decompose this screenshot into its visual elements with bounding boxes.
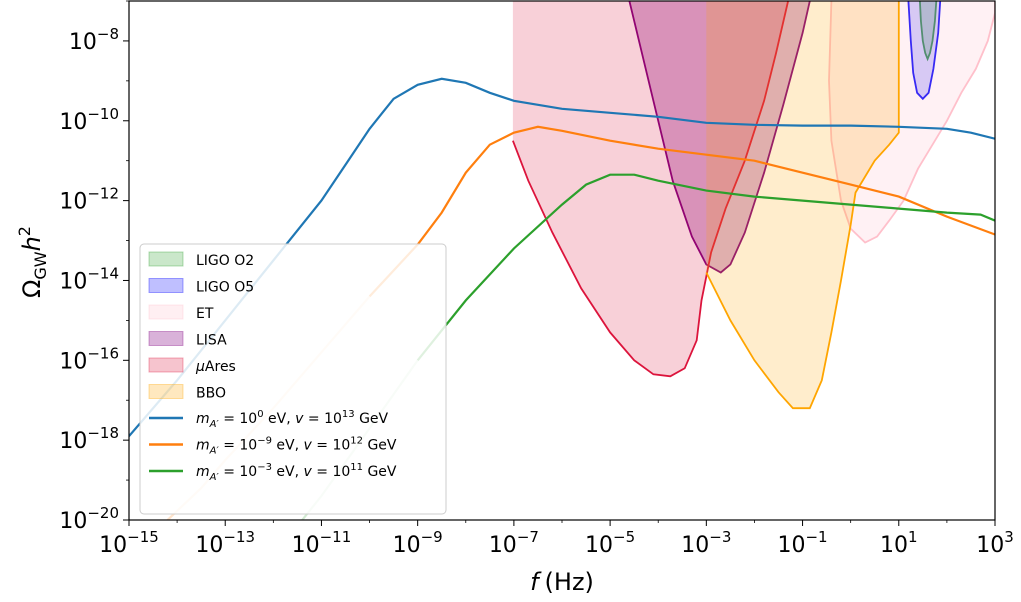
legend-label-1: LIGO O5 [196,280,254,296]
y-tick-label-3: 10−14 [59,264,119,294]
y-tick-label-2: 10−12 [59,185,119,215]
x-tick-label-4: 10−7 [489,528,539,558]
series-line-2 [416,173,995,361]
y-axis-label: ΩGWh2 [15,226,50,298]
series-line-0 [129,77,995,437]
legend-swatch-1 [148,278,184,293]
legend-box [139,243,447,515]
x-tick-label-3: 10−9 [393,528,443,558]
y-tick-label-0: 10−8 [69,25,119,55]
x-axis-ticks: 10−15 10−13 10−11 10−9 10−7 10−5 10−3 10−1 101 10… [99,520,1014,558]
x-tick-label-1: 10−13 [195,528,255,558]
legend-swatch-0 [148,251,184,267]
y-axis-ticks: 10−8 10−10 10−12 10−14 10−16 10−18 10−20 [59,0,129,534]
y-tick-label-6: 10−20 [59,504,119,534]
legend-label-5: BBO [196,386,226,402]
band-fill-5 [706,1,899,409]
legend-series-label-2: mA′ = 10−3 eV, v = 1011 GeV [196,462,397,483]
band-fill-2 [829,1,995,243]
x-axis-label: f (Hz) [530,568,594,596]
band-edge-5 [705,1,900,410]
legend-swatch-4 [148,357,184,373]
legend: LIGO O2 LIGO O5 ET LISA μAres BBO mA′ = 100 eV… [139,243,447,515]
x-tick-label-0: 10−15 [99,528,159,558]
x-tick-label-8: 101 [880,528,918,558]
legend-swatch-5 [148,384,184,399]
legend-swatch-2 [148,304,184,320]
y-tick-label-4: 10−16 [59,344,119,374]
model-curves [129,77,995,437]
band-edge-1 [907,1,942,101]
legend-series-label-1: mA′ = 10−9 eV, v = 1012 GeV [196,436,397,457]
band-fill-3 [629,1,810,273]
x-tick-label-5: 10−5 [585,528,635,558]
band-edge-4 [512,1,789,378]
band-fill-4 [512,1,789,377]
x-tick-label-6: 10−3 [681,528,731,558]
legend-label-3: LISA [196,333,227,349]
x-tick-label-2: 10−11 [292,528,352,558]
legend-label-0: LIGO O2 [196,253,254,269]
legend-swatch-3 [148,331,184,346]
legend-label-4: μAres [195,359,236,375]
series-line-1 [368,125,995,298]
legend-series-label-0: mA′ = 100 eV, v = 1013 GeV [196,409,389,430]
legend-label-2: ET [196,306,214,322]
y-tick-label-5: 10−18 [59,424,119,454]
sensitivity-bands [512,1,995,410]
band-edge-3 [628,1,811,274]
x-tick-label-9: 103 [976,528,1014,558]
band-edge-0 [919,1,938,62]
x-tick-label-7: 10−1 [777,528,827,558]
y-tick-label-1: 10−10 [59,105,119,135]
